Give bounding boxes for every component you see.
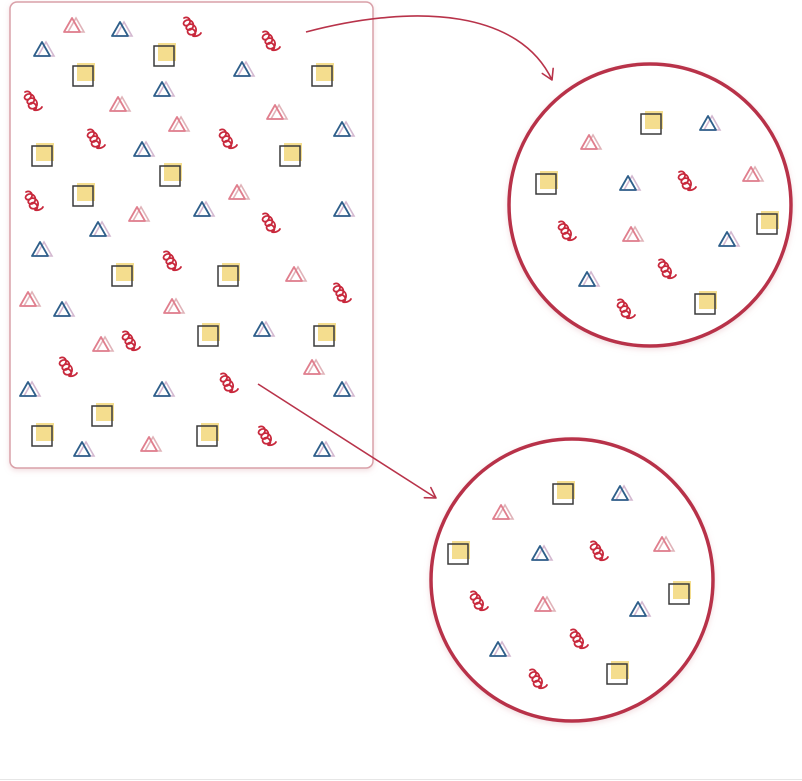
population-square-glyph	[311, 63, 334, 87]
population-square-glyph	[313, 323, 336, 347]
sample-bottom-square-glyph	[447, 541, 470, 565]
population-square-glyph	[72, 183, 95, 207]
population-square-glyph	[72, 63, 95, 87]
sample-top-triangle-pink-glyph	[580, 133, 603, 150]
population-triangle-blue-glyph	[153, 380, 176, 397]
sample-circle-bottom	[429, 437, 715, 723]
population-triangle-blue-glyph	[233, 60, 256, 77]
population-triangle-blue-glyph	[89, 220, 112, 237]
population-triangle-blue-glyph	[73, 440, 96, 457]
bottom-divider	[0, 779, 802, 780]
population-triangle-pink-glyph	[128, 205, 151, 222]
population-triangle-blue-glyph	[333, 200, 356, 217]
sample-top-square-glyph	[640, 111, 663, 135]
population-swirl-glyph	[219, 372, 239, 394]
population-swirl-glyph	[261, 212, 281, 234]
arrow-to-top-sample	[305, 15, 554, 81]
sample-bottom-triangle-blue-glyph	[611, 484, 634, 501]
sample-top-triangle-blue-glyph	[578, 270, 601, 287]
arrow-to-bottom-sample	[257, 383, 437, 499]
population-triangle-pink-glyph	[163, 297, 186, 314]
population-square-glyph	[217, 263, 240, 287]
population-square-glyph	[111, 263, 134, 287]
sample-bottom-square-glyph	[606, 661, 629, 685]
sample-bottom-triangle-pink-glyph	[492, 503, 515, 520]
sample-bottom-square-glyph	[552, 481, 575, 505]
population-triangle-blue-glyph	[193, 200, 216, 217]
population-triangle-blue-glyph	[133, 140, 156, 157]
population-square-glyph	[159, 163, 182, 187]
sample-top-items	[535, 111, 779, 320]
population-triangle-blue-glyph	[253, 320, 276, 337]
sample-bottom-triangle-pink-glyph	[534, 595, 557, 612]
sample-top-triangle-pink-glyph	[622, 225, 645, 242]
population-square-glyph	[196, 423, 219, 447]
population-triangle-blue-glyph	[333, 120, 356, 137]
sample-bottom-swirl-glyph	[569, 628, 589, 650]
sample-top-swirl-glyph	[677, 170, 697, 192]
population-square-glyph	[153, 43, 176, 67]
population-triangle-pink-glyph	[266, 103, 289, 120]
population-triangle-pink-glyph	[19, 290, 42, 307]
population-triangle-blue-glyph	[111, 20, 134, 37]
population-triangle-blue-glyph	[53, 300, 76, 317]
sample-bottom-square-glyph	[668, 581, 691, 605]
population-triangle-pink-glyph	[140, 435, 163, 452]
population-triangle-blue-glyph	[19, 380, 42, 397]
population-triangle-blue-glyph	[333, 380, 356, 397]
sample-bottom-triangle-pink-glyph	[653, 535, 676, 552]
population-swirl-glyph	[218, 128, 238, 150]
population-square-glyph	[197, 323, 220, 347]
population-square-glyph	[31, 423, 54, 447]
population-triangle-blue-glyph	[153, 80, 176, 97]
population-swirl-glyph	[24, 190, 44, 212]
sample-bottom-items	[447, 481, 691, 690]
population-items	[19, 16, 356, 457]
sample-top-triangle-blue-glyph	[699, 114, 722, 131]
sample-bottom-triangle-blue-glyph	[629, 600, 652, 617]
population-square-glyph	[91, 403, 114, 427]
sample-top-swirl-glyph	[657, 258, 677, 280]
population-triangle-pink-glyph	[92, 335, 115, 352]
population-swirl-glyph	[332, 282, 352, 304]
population-swirl-glyph	[58, 356, 78, 378]
population-triangle-pink-glyph	[63, 16, 86, 33]
population-triangle-pink-glyph	[303, 358, 326, 375]
population-swirl-glyph	[86, 128, 106, 150]
sample-top-triangle-blue-glyph	[718, 230, 741, 247]
sample-top-triangle-pink-glyph	[742, 165, 765, 182]
population-swirl-glyph	[182, 16, 202, 38]
sample-circle-top	[507, 62, 793, 348]
population-swirl-glyph	[121, 330, 141, 352]
sample-top-triangle-blue-glyph	[619, 174, 642, 191]
population-triangle-pink-glyph	[109, 95, 132, 112]
population-swirl-glyph	[261, 30, 281, 52]
population-square-glyph	[279, 143, 302, 167]
sample-top-square-glyph	[535, 171, 558, 195]
population-square-glyph	[31, 143, 54, 167]
population-triangle-blue-glyph	[33, 40, 56, 57]
sample-top-square-glyph	[694, 291, 717, 315]
population-swirl-glyph	[257, 425, 277, 447]
population-swirl-glyph	[162, 250, 182, 272]
sample-top-swirl-glyph	[557, 220, 577, 242]
population-triangle-blue-glyph	[31, 240, 54, 257]
sample-bottom-triangle-blue-glyph	[531, 544, 554, 561]
sample-top-swirl-glyph	[616, 298, 636, 320]
population-swirl-glyph	[23, 90, 43, 112]
population-triangle-blue-glyph	[313, 440, 336, 457]
population-triangle-pink-glyph	[168, 115, 191, 132]
population-triangle-pink-glyph	[228, 183, 251, 200]
sample-top-square-glyph	[756, 211, 779, 235]
sample-bottom-triangle-blue-glyph	[489, 640, 512, 657]
sample-bottom-swirl-glyph	[528, 668, 548, 690]
sample-bottom-swirl-glyph	[469, 590, 489, 612]
population-triangle-pink-glyph	[285, 265, 308, 282]
sample-bottom-swirl-glyph	[589, 540, 609, 562]
